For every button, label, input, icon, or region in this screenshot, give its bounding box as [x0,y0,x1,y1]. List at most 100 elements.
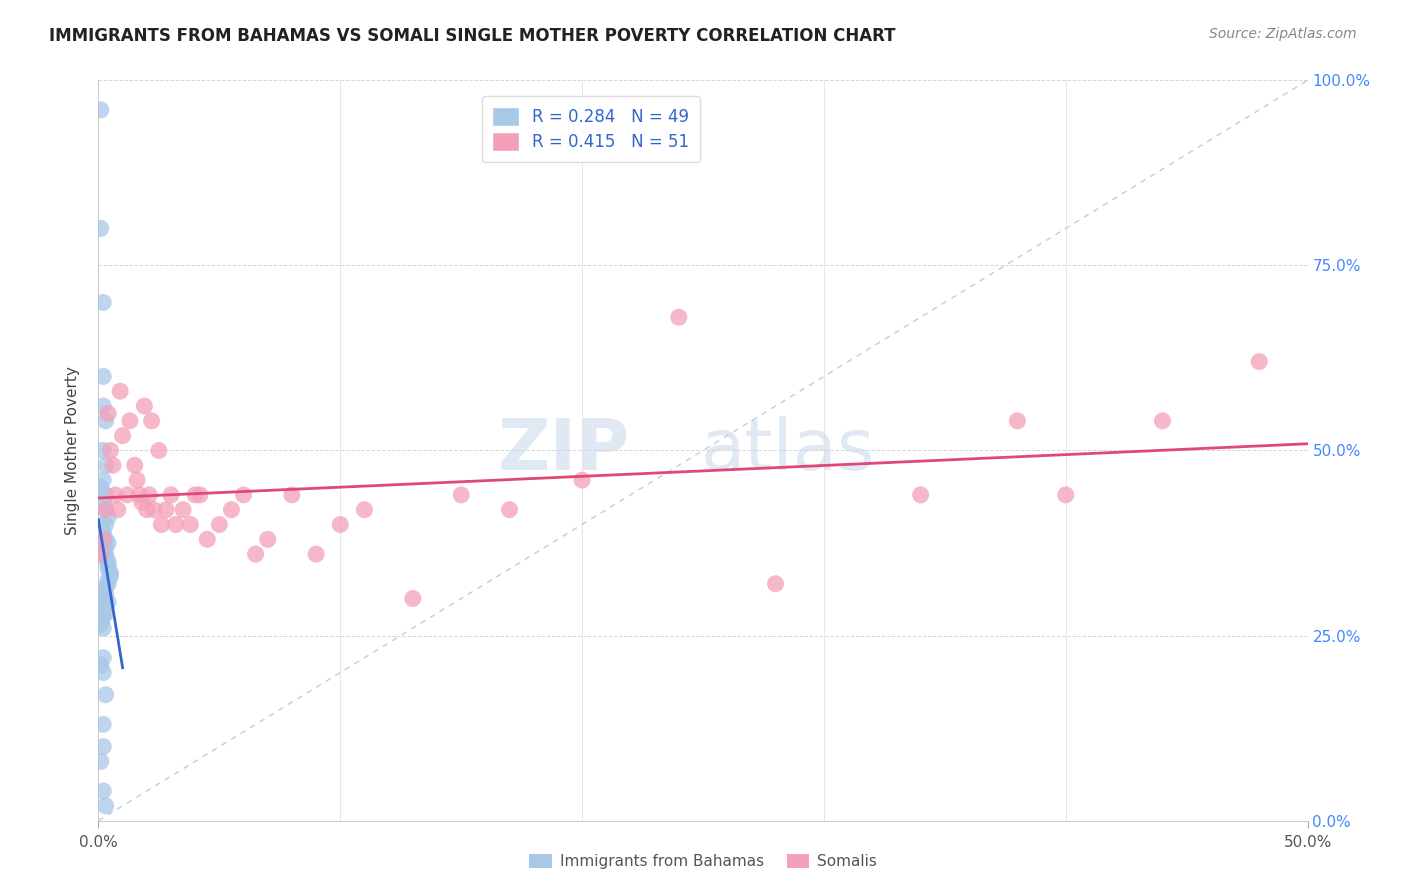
Point [910,488,932,502]
Point [329,517,352,532]
Point [402,591,425,606]
Point [90,221,112,235]
Point [91,295,114,310]
Point [91,610,114,624]
Point [155,502,177,516]
Point [94,502,117,516]
Point [97,576,120,591]
Point [128,488,150,502]
Point [450,488,472,502]
Point [150,517,173,532]
Point [91,784,114,798]
Point [91,369,114,384]
Point [1007,414,1029,428]
Point [172,502,194,516]
Point [108,384,131,399]
Point [94,607,117,621]
Point [111,428,134,442]
Point [91,524,114,539]
Point [94,540,117,554]
Point [91,584,114,599]
Point [245,547,267,561]
Point [281,488,304,502]
Point [131,495,153,509]
Point [124,458,146,473]
Point [765,576,787,591]
Point [91,533,114,547]
Point [94,414,117,428]
Point [148,443,170,458]
Point [305,547,328,561]
Point [91,473,114,487]
Point [104,488,127,502]
Point [94,798,117,813]
Point [221,502,243,516]
Legend: Immigrants from Bahamas, Somalis: Immigrants from Bahamas, Somalis [523,848,883,875]
Point [91,717,114,731]
Point [101,458,124,473]
Point [138,488,160,502]
Point [1054,488,1077,502]
Y-axis label: Single Mother Poverty: Single Mother Poverty [65,366,80,535]
Point [498,502,520,516]
Point [100,443,122,458]
Point [91,739,114,754]
Point [91,495,114,509]
Point [97,558,120,573]
Point [188,488,211,502]
Point [94,533,117,547]
Point [100,569,122,583]
Point [90,547,112,561]
Point [97,595,120,609]
Point [97,510,120,524]
Point [94,517,117,532]
Point [90,103,112,117]
Point [571,473,593,487]
Point [90,617,112,632]
Point [94,599,117,613]
Point [127,473,149,487]
Point [97,562,120,576]
Point [107,502,129,516]
Point [94,581,117,595]
Text: ZIP: ZIP [498,416,630,485]
Point [94,547,117,561]
Text: Source: ZipAtlas.com: Source: ZipAtlas.com [1209,27,1357,41]
Point [165,517,187,532]
Point [135,502,157,516]
Point [91,602,114,616]
Point [208,517,231,532]
Point [90,658,112,673]
Point [94,588,117,602]
Point [179,517,201,532]
Point [94,502,117,516]
Point [668,310,690,325]
Point [184,488,207,502]
Point [94,591,117,606]
Point [256,533,278,547]
Point [91,665,114,680]
Point [118,414,141,428]
Point [134,399,156,413]
Point [94,550,117,565]
Point [353,502,375,516]
Point [90,614,112,628]
Point [117,488,139,502]
Point [100,566,122,580]
Point [97,555,120,569]
Text: IMMIGRANTS FROM BAHAMAS VS SOMALI SINGLE MOTHER POVERTY CORRELATION CHART: IMMIGRANTS FROM BAHAMAS VS SOMALI SINGLE… [49,27,896,45]
Point [160,488,183,502]
Point [232,488,254,502]
Point [90,755,112,769]
Point [1249,354,1271,368]
Point [94,458,117,473]
Point [143,502,166,516]
Point [91,399,114,413]
Point [94,688,117,702]
Point [94,488,117,502]
Point [91,443,114,458]
Text: atlas: atlas [700,416,875,485]
Legend: R = 0.284   N = 49, R = 0.415   N = 51: R = 0.284 N = 49, R = 0.415 N = 51 [482,96,700,162]
Point [91,650,114,665]
Point [97,573,120,587]
